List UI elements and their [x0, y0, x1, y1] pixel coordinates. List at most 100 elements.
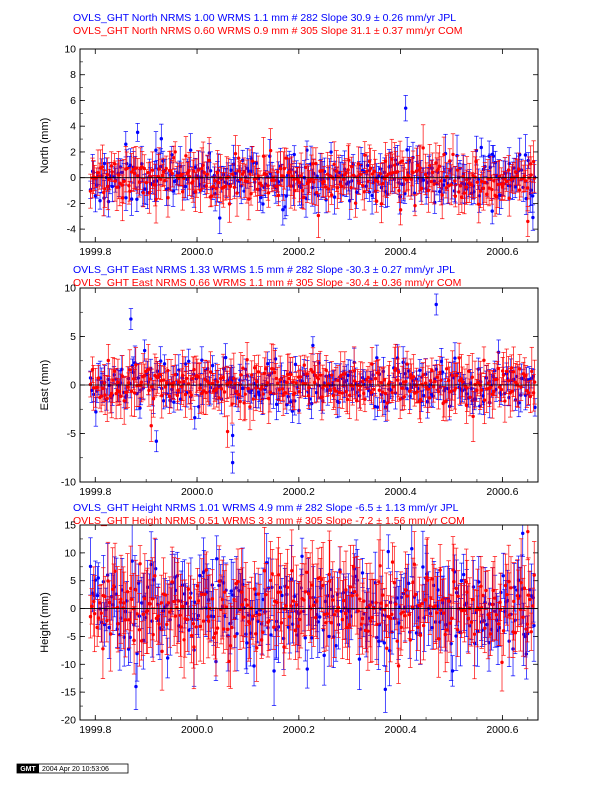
data-point	[510, 389, 514, 393]
data-point	[245, 358, 249, 362]
data-point	[242, 189, 246, 193]
data-point	[400, 386, 404, 391]
data-point	[265, 381, 269, 385]
data-point	[106, 184, 110, 189]
data-point	[357, 181, 361, 185]
data-point	[398, 208, 403, 212]
data-point	[299, 174, 303, 178]
data-point	[153, 183, 157, 187]
data-point	[382, 378, 386, 382]
data-point	[328, 388, 333, 393]
data-point	[278, 166, 283, 171]
data-point	[506, 379, 511, 383]
data-point	[346, 168, 350, 172]
data-point	[370, 362, 374, 366]
data-point	[324, 368, 328, 372]
data-point	[322, 383, 326, 388]
data-point	[273, 357, 278, 361]
data-point	[449, 183, 453, 187]
y-tick-label: 10	[64, 44, 76, 56]
data-point	[439, 378, 443, 382]
data-point	[530, 369, 534, 374]
data-point	[382, 399, 386, 404]
data-point	[351, 173, 356, 178]
data-point	[497, 385, 502, 389]
data-point	[340, 391, 345, 395]
data-point	[131, 370, 135, 375]
data-point	[369, 390, 374, 395]
data-point	[183, 184, 188, 189]
data-point	[154, 439, 159, 443]
panel-title-jpl: OVLS_GHT North NRMS 1.00 WRMS 1.1 mm # 2…	[73, 12, 456, 24]
data-point	[192, 367, 196, 372]
data-point	[248, 172, 252, 176]
data-point	[103, 187, 107, 191]
x-tick-label: 2000.6	[486, 246, 518, 258]
data-point	[364, 184, 368, 188]
data-point	[129, 197, 134, 201]
data-point	[358, 172, 363, 177]
data-point	[290, 174, 294, 178]
data-point	[109, 164, 114, 168]
data-point	[366, 179, 370, 183]
x-tick-label: 2000.0	[181, 724, 213, 736]
data-point	[193, 415, 197, 420]
data-point	[418, 397, 423, 402]
data-point	[159, 137, 164, 141]
data-point	[396, 370, 401, 374]
data-point	[284, 156, 288, 160]
data-point	[383, 391, 388, 396]
data-point	[344, 171, 348, 175]
data-point	[246, 386, 250, 391]
data-point	[506, 168, 511, 172]
data-point	[326, 187, 331, 191]
data-point	[406, 369, 411, 373]
series-com	[88, 124, 537, 238]
y-tick-label: -10	[61, 659, 76, 671]
data-point	[182, 379, 186, 384]
data-point	[161, 159, 165, 163]
data-point	[468, 395, 472, 400]
y-tick-label: 10	[64, 283, 76, 295]
data-point	[222, 390, 227, 394]
data-point	[414, 169, 419, 173]
data-point	[93, 194, 98, 198]
data-point	[519, 385, 523, 389]
data-point	[403, 106, 408, 110]
data-point	[335, 185, 339, 190]
data-point	[139, 380, 144, 384]
data-point	[465, 386, 469, 390]
data-point	[207, 381, 211, 385]
data-point	[103, 393, 107, 397]
data-point	[378, 172, 383, 176]
data-point	[116, 380, 120, 385]
data-point	[184, 376, 189, 381]
data-point	[485, 387, 489, 391]
data-point	[161, 399, 166, 403]
panel-east: OVLS_GHT East NRMS 1.33 WRMS 1.5 mm # 28…	[39, 264, 539, 498]
data-point	[507, 196, 511, 200]
data-point	[482, 358, 486, 362]
data-point	[187, 169, 191, 173]
x-tick-label: 1999.8	[79, 724, 111, 736]
data-point	[191, 179, 195, 183]
data-point	[128, 368, 132, 372]
data-point	[172, 156, 176, 160]
data-point	[482, 398, 487, 402]
data-point	[259, 195, 263, 200]
data-point	[231, 172, 235, 176]
data-point	[285, 380, 289, 385]
data-point	[230, 402, 234, 406]
data-point	[444, 186, 448, 190]
data-point	[339, 373, 343, 378]
data-point	[112, 162, 117, 166]
data-point	[162, 362, 167, 366]
data-point	[453, 179, 457, 183]
data-point	[173, 372, 177, 377]
data-point	[101, 386, 105, 391]
data-point	[165, 381, 169, 385]
data-point	[517, 401, 521, 405]
data-point	[267, 373, 272, 378]
data-point	[494, 194, 499, 199]
data-point	[490, 187, 494, 192]
